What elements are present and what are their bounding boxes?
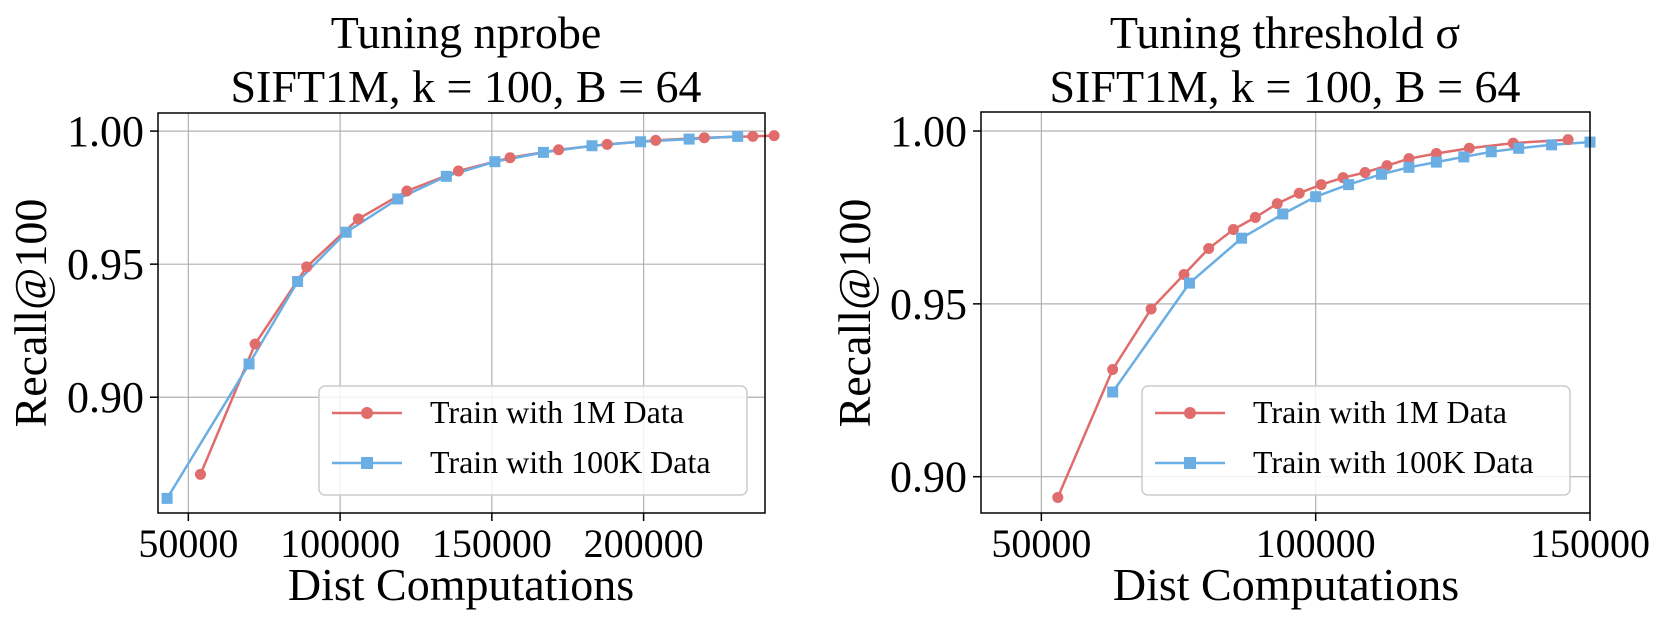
legend: Train with 1M Data Train with 100K Data (318, 385, 748, 496)
data-point (401, 185, 413, 197)
data-point (1343, 179, 1355, 191)
legend: Train with 1M Data Train with 100K Data (1141, 385, 1571, 496)
axis-ticks: 50000 100000 150000 0.90 0.95 1.00 (890, 107, 1650, 566)
data-point (1403, 153, 1415, 165)
plot-frame (157, 112, 766, 514)
x-tick-label: 150000 (1530, 521, 1650, 566)
legend-marker-1m (1184, 407, 1196, 419)
data-point (1277, 208, 1289, 220)
data-point (1052, 491, 1064, 503)
y-tick-label: 0.95 (67, 240, 144, 289)
chart-title: Tuning nprobe (331, 7, 602, 58)
data-point (352, 213, 364, 225)
plot-frame (980, 111, 1591, 514)
chart-subtitle: SIFT1M, k = 100, B = 64 (1049, 61, 1520, 112)
x-axis-label: Dist Computations (288, 559, 634, 610)
data-point (1236, 232, 1248, 244)
legend-label-100k: Train with 100K Data (1253, 444, 1534, 480)
data-point (1546, 139, 1558, 151)
data-point (1310, 191, 1322, 203)
data-point (1381, 160, 1393, 172)
legend-marker-100k (1184, 457, 1196, 469)
data-point (1315, 179, 1327, 191)
y-axis-label: Recall@100 (5, 199, 56, 428)
data-point (161, 492, 173, 504)
y-tick-label: 0.90 (67, 373, 144, 422)
data-point (553, 144, 565, 156)
data-point (768, 130, 780, 142)
data-point (1403, 161, 1415, 173)
data-point (1145, 303, 1157, 315)
y-tick-label: 1.00 (890, 107, 967, 156)
data-point (1227, 224, 1239, 236)
series-markers (161, 130, 780, 504)
data-point (1203, 243, 1215, 255)
chart-nprobe: Tuning nprobe SIFT1M, k = 100, B = 64 50… (5, 7, 780, 610)
data-point (489, 156, 501, 168)
data-point (650, 134, 662, 146)
data-point (249, 338, 261, 350)
data-point (1183, 277, 1195, 289)
legend-marker-1m (361, 407, 373, 419)
legend-box (1141, 385, 1571, 496)
data-point (504, 152, 516, 164)
data-point (1485, 146, 1497, 158)
legend-label-1m: Train with 1M Data (1253, 394, 1507, 430)
series-line-0 (1056, 138, 1569, 498)
data-point (392, 193, 404, 205)
data-point (243, 358, 255, 370)
y-tick-label: 1.00 (67, 107, 144, 156)
data-point (537, 146, 549, 158)
data-point (194, 468, 206, 480)
data-point (1562, 134, 1574, 146)
data-point (1376, 168, 1388, 180)
data-point (747, 130, 759, 142)
data-point (301, 261, 313, 273)
data-point (1249, 211, 1261, 223)
data-point (1271, 198, 1283, 210)
data-point (1458, 151, 1470, 163)
series-markers (1052, 134, 1596, 503)
data-point (1359, 166, 1371, 178)
legend-box (318, 385, 748, 496)
data-point (1178, 268, 1190, 280)
chart-threshold: Tuning threshold σ SIFT1M, k = 100, B = … (829, 7, 1650, 610)
x-tick-label: 50000 (991, 521, 1091, 566)
data-point (586, 140, 598, 152)
x-tick-label: 150000 (432, 521, 552, 566)
data-point (1513, 142, 1525, 154)
x-tick-label: 200000 (584, 521, 704, 566)
data-point (1293, 187, 1305, 199)
data-point (1463, 142, 1475, 154)
series-line-1 (166, 135, 738, 500)
legend-label-1m: Train with 1M Data (430, 394, 684, 430)
y-tick-label: 0.90 (890, 453, 967, 502)
data-point (452, 165, 464, 177)
data-point (292, 275, 304, 287)
chart-subtitle: SIFT1M, k = 100, B = 64 (230, 61, 701, 112)
x-tick-label: 50000 (138, 521, 238, 566)
data-point (1107, 364, 1119, 376)
data-point (732, 130, 744, 142)
data-point (440, 170, 452, 182)
y-axis-label: Recall@100 (829, 199, 880, 428)
y-tick-label: 0.95 (890, 280, 967, 329)
data-point (698, 132, 710, 144)
data-point (635, 136, 647, 148)
data-point (683, 133, 695, 145)
x-axis-label: Dist Computations (1113, 559, 1459, 610)
legend-marker-100k (361, 457, 373, 469)
data-point (1430, 156, 1442, 168)
data-point (1107, 386, 1119, 398)
x-tick-label: 100000 (280, 521, 400, 566)
data-point (601, 138, 613, 150)
data-point (340, 226, 352, 238)
x-tick-label: 100000 (1256, 521, 1376, 566)
data-point (1430, 147, 1442, 159)
axis-ticks: 50000 100000 150000 200000 0.90 0.95 1.00 (67, 107, 704, 566)
chart-title: Tuning threshold σ (1110, 7, 1460, 58)
legend-label-100k: Train with 100K Data (430, 444, 711, 480)
